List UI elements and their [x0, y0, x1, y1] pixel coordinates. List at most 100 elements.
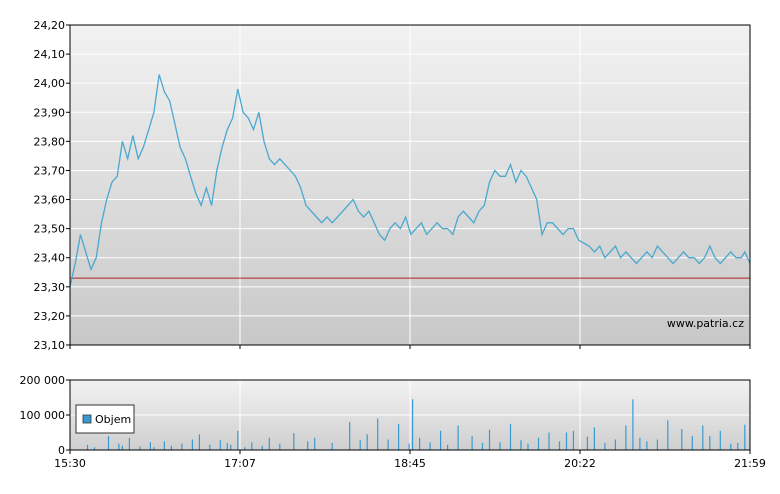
volume-bar: [398, 423, 400, 451]
price-y-tick-label: 23,30: [34, 281, 66, 294]
price-y-tick-label: 23,40: [34, 252, 66, 265]
price-y-tick-label: 23,20: [34, 310, 66, 323]
volume-bar: [128, 437, 130, 451]
volume-bar: [593, 427, 595, 451]
volume-bar: [440, 430, 442, 451]
volume-bar: [226, 443, 228, 450]
volume-y-tick-label: 200 000: [20, 374, 66, 387]
volume-bar: [118, 443, 120, 450]
volume-y-tick-label: 0: [58, 444, 65, 457]
volume-bar: [632, 399, 634, 451]
x-tick-label: 15:30: [54, 457, 86, 470]
volume-bar: [366, 434, 368, 451]
volume-bar: [614, 439, 616, 450]
volume-bar: [527, 443, 529, 450]
volume-bar: [691, 436, 693, 450]
volume-bar: [293, 433, 295, 450]
volume-bar: [488, 429, 491, 450]
volume-y-axis: 200 000 100 000 0: [20, 374, 70, 457]
volume-bar: [702, 425, 704, 450]
volume-bar: [548, 432, 550, 450]
volume-bar: [149, 442, 151, 450]
x-tick-label: 17:07: [224, 457, 256, 470]
price-y-tick-label: 23,90: [34, 106, 66, 119]
x-tick-label: 18:45: [394, 457, 426, 470]
volume-legend: Objem: [75, 404, 135, 434]
price-y-tick-label: 23,10: [34, 339, 66, 352]
volume-bar: [412, 399, 414, 451]
volume-bar: [230, 444, 232, 451]
volume-bar: [153, 447, 155, 450]
volume-plot-border: [69, 379, 751, 451]
volume-bar: [139, 446, 141, 450]
volume-bar: [447, 444, 449, 451]
volume-bar: [537, 437, 540, 451]
volume-bar: [121, 445, 123, 450]
price-grid: [70, 24, 750, 346]
volume-bar: [429, 442, 431, 450]
volume-bar: [279, 443, 281, 450]
volume-bar: [198, 434, 200, 451]
price-x-axis: [69, 345, 751, 349]
volume-bar: [457, 425, 459, 450]
volume-bar: [86, 444, 89, 451]
price-series-line: [69, 74, 751, 287]
volume-bar: [471, 436, 473, 450]
volume-bar: [107, 436, 110, 450]
volume-bar: [359, 440, 361, 450]
volume-bar: [737, 443, 739, 450]
volume-bar: [331, 443, 333, 450]
volume-bar: [646, 441, 648, 451]
price-y-tick-label: 23,80: [34, 135, 66, 148]
volume-bar: [572, 430, 574, 451]
volume-bar: [307, 441, 309, 451]
volume-bar: [191, 439, 193, 450]
volume-bar: [604, 443, 606, 450]
volume-bar: [268, 437, 270, 451]
price-y-tick-label: 23,70: [34, 164, 66, 177]
volume-bar: [509, 423, 512, 451]
volume-bar: [163, 441, 165, 451]
volume-bar: [667, 420, 669, 451]
price-y-axis: 24,20 24,10 24,00 23,90 23,80 23,70 23,60 23,50…: [34, 19, 70, 352]
x-tick-label: 20:22: [564, 457, 596, 470]
volume-bar: [565, 432, 568, 450]
volume-bar: [251, 442, 253, 450]
volume-bar: [219, 440, 221, 450]
volume-bar: [586, 436, 588, 450]
volume-bar: [209, 444, 211, 451]
volume-bar: [719, 430, 721, 451]
volume-bar: [170, 445, 172, 450]
price-plot-border: [69, 24, 751, 346]
volume-bar: [625, 425, 627, 450]
price-y-tick-label: 24,10: [34, 48, 66, 61]
volume-bar: [520, 440, 522, 450]
price-y-tick-label: 23,60: [34, 194, 66, 207]
price-y-tick-label: 24,20: [34, 19, 66, 32]
volume-bar: [181, 443, 183, 450]
volume-bar: [387, 439, 389, 450]
volume-bar: [377, 418, 379, 450]
volume-bar: [656, 439, 658, 450]
volume-bar: [244, 447, 246, 450]
price-y-tick-label: 23,50: [34, 223, 66, 236]
legend-label: Objem: [95, 413, 131, 426]
volume-bars: [86, 399, 746, 451]
volume-bar: [744, 424, 746, 450]
volume-x-axis: 15:30 17:07 18:45 20:22 21:59: [54, 450, 766, 470]
volume-bar: [349, 422, 351, 450]
volume-bar: [314, 437, 316, 451]
volume-bar: [481, 443, 484, 450]
volume-bar: [499, 442, 501, 450]
volume-bar: [261, 445, 263, 450]
volume-bar: [419, 437, 421, 451]
volume-bar: [639, 437, 641, 451]
volume-bar: [730, 443, 732, 450]
volume-bar: [93, 447, 96, 450]
volume-grid: [70, 380, 750, 450]
watermark: www.patria.cz: [667, 317, 744, 330]
price-y-tick-label: 24,00: [34, 77, 66, 90]
legend-swatch: [82, 414, 92, 424]
